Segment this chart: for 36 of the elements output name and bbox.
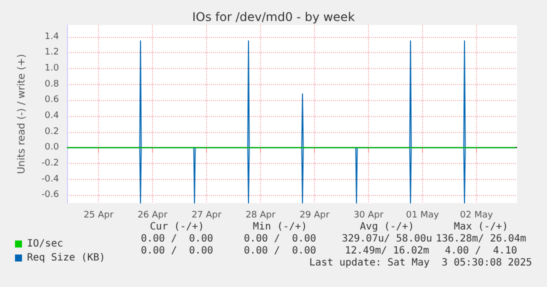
y-tick-label: 0.8: [44, 79, 60, 90]
text: 0.00 / 0.00: [244, 246, 316, 256]
y-axis-title: Units read (-) / write (+): [16, 54, 28, 174]
y-tick-label: 1.2: [44, 48, 59, 58]
text: Avg (-/+): [360, 222, 414, 232]
x-tick-label: 02 May: [460, 210, 494, 220]
x-tick-label: 26 Apr: [138, 210, 168, 220]
text: 0.00 / 0.00: [244, 234, 316, 244]
y-tick-label: 0.2: [44, 126, 59, 137]
legend-label: Req Size (KB): [27, 252, 106, 264]
text: 136.28m/ 26.04m: [436, 234, 526, 244]
y-tick-label: -0.4: [41, 174, 60, 184]
x-tick-label: 27 Apr: [192, 210, 222, 220]
text: Last update: Sat May 3 05:30:08 2025: [309, 258, 532, 268]
x-tick-label: 01 May: [406, 210, 440, 220]
y-tick-label: 0.0: [44, 142, 60, 153]
text: 329.07u/ 58.00u: [342, 234, 432, 244]
y-tick-label: 0.4: [44, 110, 60, 121]
y-tick-label: -0.2: [41, 158, 59, 168]
text: 0.00 / 0.00: [140, 234, 214, 244]
y-tick-label: -0.6: [41, 190, 60, 200]
y-tick-label: 1.4: [44, 32, 60, 42]
y-tick-label: 0.6: [44, 95, 60, 106]
x-tick-label: 28 Apr: [246, 210, 276, 220]
text: 4.00 / 4.10: [444, 246, 518, 256]
x-tick-label: 25 Apr: [84, 210, 114, 220]
text: 12.49m/ 16.02m: [344, 246, 430, 256]
text: 0.00 / 0.00: [140, 246, 214, 256]
y-tick-label: 1.0: [44, 64, 60, 74]
x-tick-label: 30 Apr: [354, 210, 384, 220]
text: Min (-/+): [252, 222, 308, 232]
text: Cur (-/+): [150, 222, 204, 232]
chart-title: IOs for /dev/md0 - by week: [192, 10, 355, 24]
legend-label: IO/sec: [27, 238, 64, 250]
x-tick-label: 29 Apr: [300, 210, 330, 220]
text: Max (-/+): [454, 222, 508, 232]
